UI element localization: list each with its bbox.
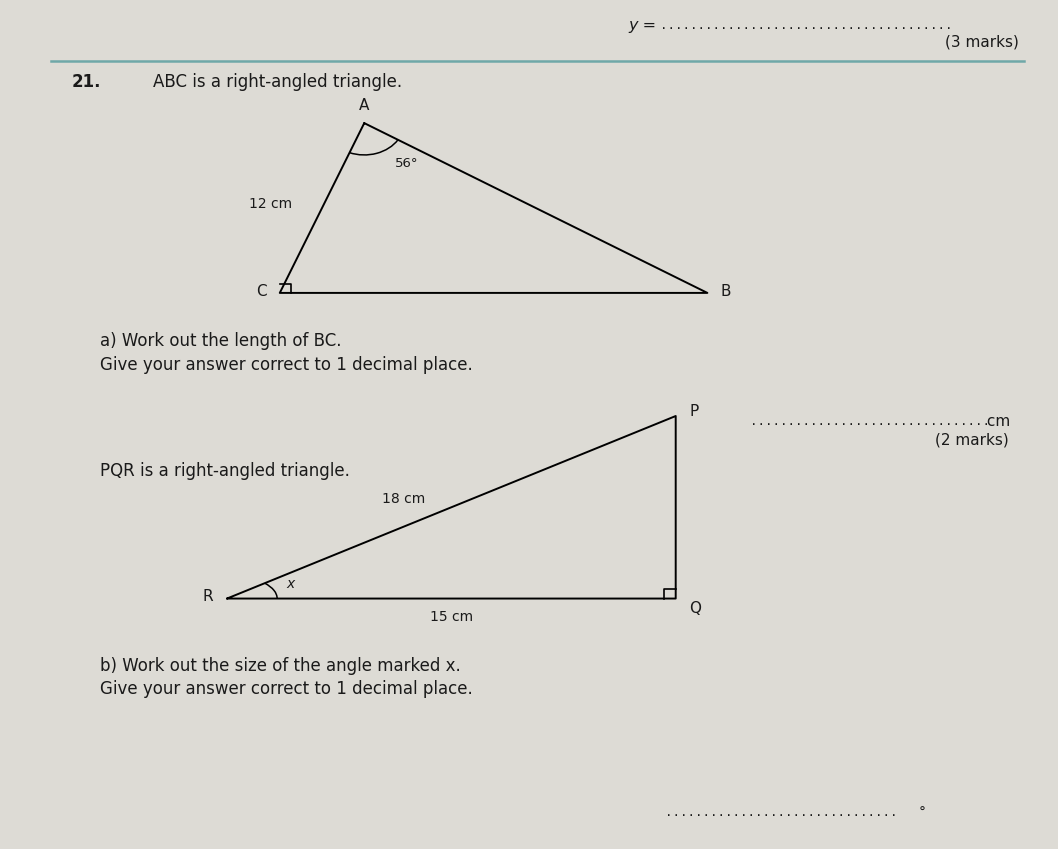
Text: P: P [690, 404, 698, 419]
Text: (2 marks): (2 marks) [934, 432, 1008, 447]
Text: A: A [359, 98, 369, 113]
Text: ................................: ................................ [750, 415, 989, 429]
Text: 12 cm: 12 cm [250, 197, 292, 211]
Text: C: C [256, 284, 267, 299]
Text: (3 marks): (3 marks) [945, 35, 1019, 50]
Text: PQR is a right-angled triangle.: PQR is a right-angled triangle. [101, 462, 350, 481]
Text: y =: y = [628, 18, 661, 33]
Text: a) Work out the length of BC.: a) Work out the length of BC. [101, 332, 342, 351]
Text: B: B [720, 284, 730, 299]
Text: 18 cm: 18 cm [382, 492, 425, 506]
Text: 21.: 21. [72, 73, 102, 92]
Text: Q: Q [690, 601, 701, 616]
Text: 56°: 56° [395, 157, 418, 171]
Text: Give your answer correct to 1 decimal place.: Give your answer correct to 1 decimal pl… [101, 356, 473, 374]
Text: °: ° [918, 806, 926, 819]
Text: ...............................: ............................... [665, 806, 897, 819]
Text: ABC is a right-angled triangle.: ABC is a right-angled triangle. [153, 73, 402, 92]
Text: b) Work out the size of the angle marked x.: b) Work out the size of the angle marked… [101, 657, 461, 676]
Text: 15 cm: 15 cm [430, 610, 473, 624]
Text: x: x [287, 577, 294, 591]
Text: cm: cm [982, 414, 1010, 430]
Text: Give your answer correct to 1 decimal place.: Give your answer correct to 1 decimal pl… [101, 680, 473, 699]
Text: R: R [203, 589, 214, 604]
Text: .......................................: ....................................... [660, 19, 952, 32]
